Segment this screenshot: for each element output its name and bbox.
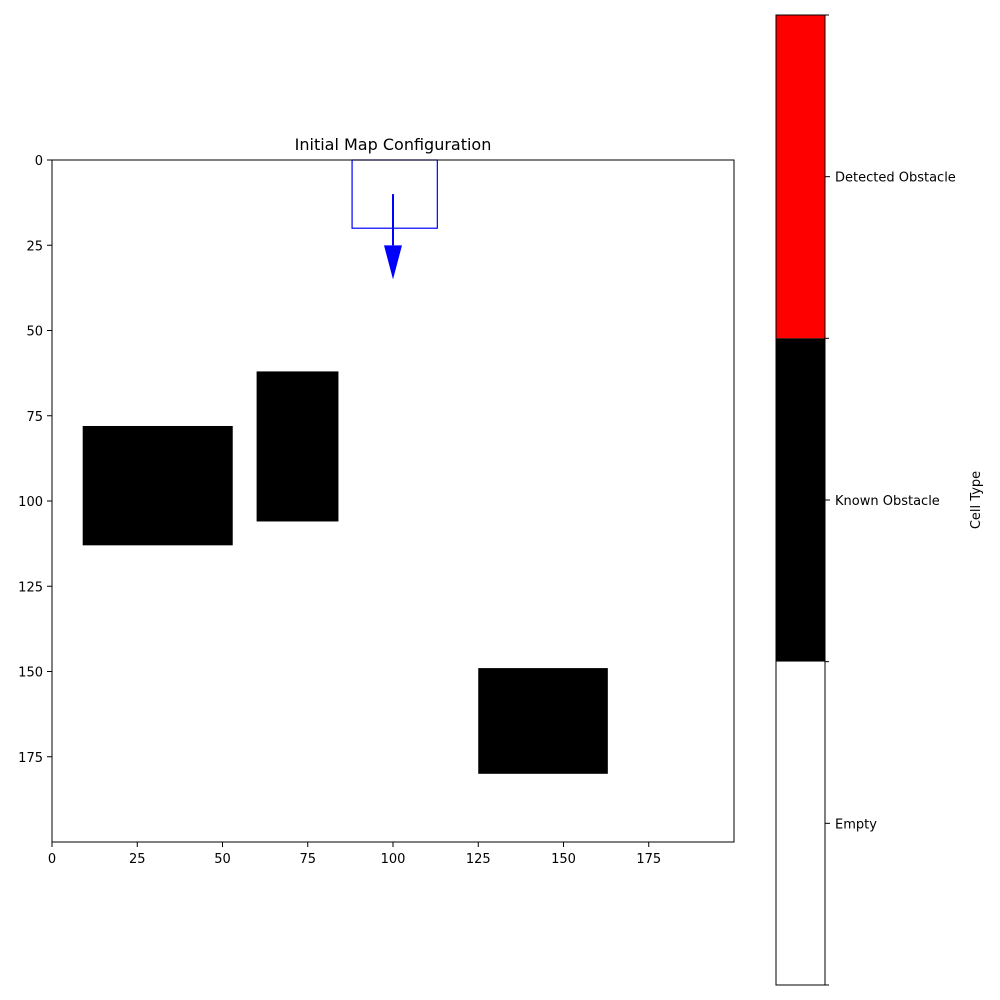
y-tick-label: 125 [18,580,43,595]
plot-area: 0 25 50 75 100 125 150 175 0 25 50 75 100 125 150 175 [18,154,735,867]
colorbar-tick-label: Empty [835,817,877,832]
known-obstacle-1 [82,425,233,546]
x-tick-label: 100 [381,852,406,867]
x-tick-label: 25 [129,852,146,867]
x-tick-label: 150 [551,852,576,867]
colorbar-segment [776,15,825,339]
y-tick-label: 150 [18,666,43,681]
colorbar-tick-label: Known Obstacle [835,494,940,509]
y-tick-label: 0 [35,154,43,169]
x-tick-label: 75 [299,852,316,867]
robot-heading-arrowhead [384,245,402,280]
y-tick-label: 100 [18,495,43,510]
colorbar-segment [776,338,825,662]
y-tick-label: 50 [26,325,43,340]
colorbar: Detected Obstacle Known Obstacle Empty [775,14,956,986]
x-tick-label: 50 [214,852,231,867]
y-tick-label: 175 [18,751,43,766]
x-tick-label: 175 [636,852,661,867]
colorbar-frame [775,14,826,986]
x-tick-label: 0 [48,852,56,867]
y-tick-label: 75 [26,410,43,425]
colorbar-label: Cell Type [969,471,984,529]
known-obstacle-3 [478,668,608,774]
colorbar-tick-label: Detected Obstacle [835,171,956,186]
x-tick-label: 125 [466,852,491,867]
chart-title: Initial Map Configuration [295,135,492,154]
known-obstacle-2 [256,371,339,522]
y-tick-label: 25 [26,239,43,254]
colorbar-segment [776,661,825,985]
